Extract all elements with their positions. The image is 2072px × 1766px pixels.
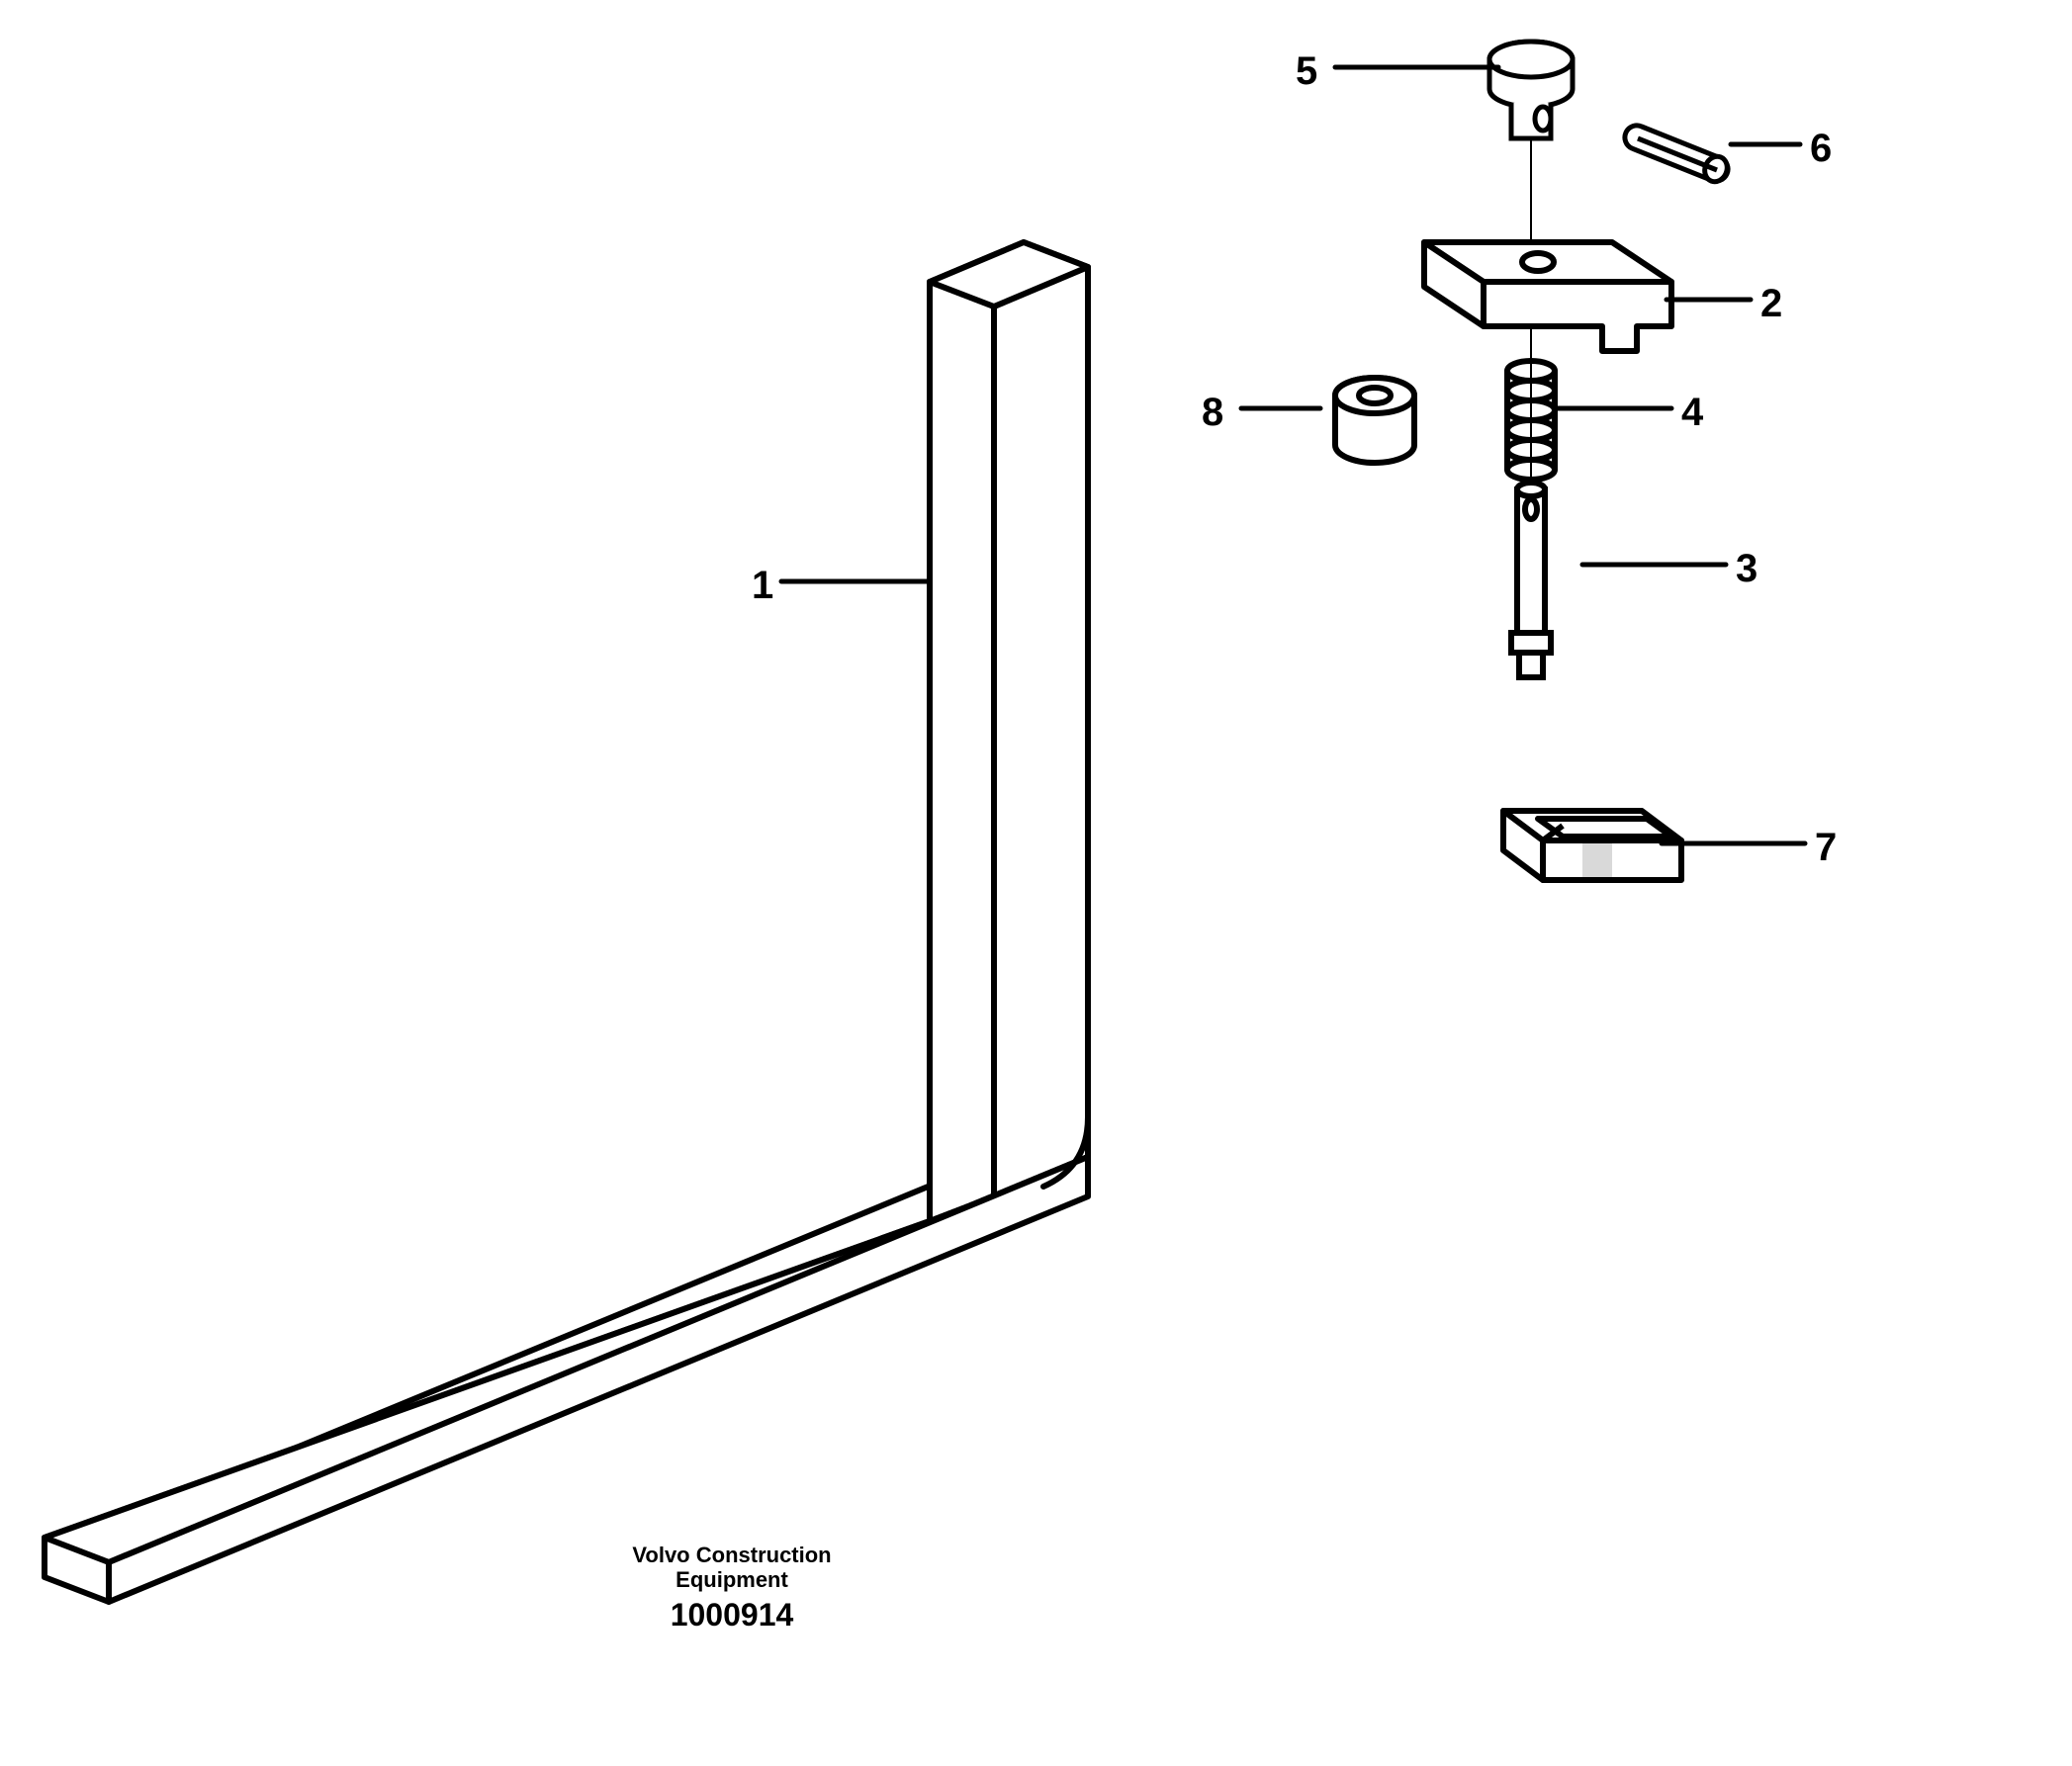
footer-brand-line1: Volvo Construction [584,1543,880,1568]
part-5-knob [1489,42,1573,138]
part-6-pin [1625,126,1731,185]
exploded-view-svg [0,0,2072,1766]
part-1-fork [45,242,1088,1602]
callout-label-4: 4 [1681,391,1703,435]
footer-brand-line2: Equipment [584,1567,880,1593]
diagram-stage: 1 2 3 4 5 6 7 8 Volvo Construction Equip… [0,0,2072,1766]
callout-label-6: 6 [1810,127,1832,171]
callout-label-1: 1 [752,564,773,608]
part-4-spring [1507,361,1555,480]
callout-label-2: 2 [1760,282,1782,326]
part-8-bushing [1335,378,1414,463]
callout-label-8: 8 [1202,391,1223,435]
part-2-upper-hook [1424,242,1671,351]
part-7-lower-hook [1503,811,1681,880]
part-3-lock-pin [1511,483,1551,677]
footer-drawing-id: 1000914 [584,1597,880,1634]
callout-label-7: 7 [1815,826,1837,870]
callout-label-5: 5 [1296,49,1317,94]
callout-label-3: 3 [1736,547,1757,591]
